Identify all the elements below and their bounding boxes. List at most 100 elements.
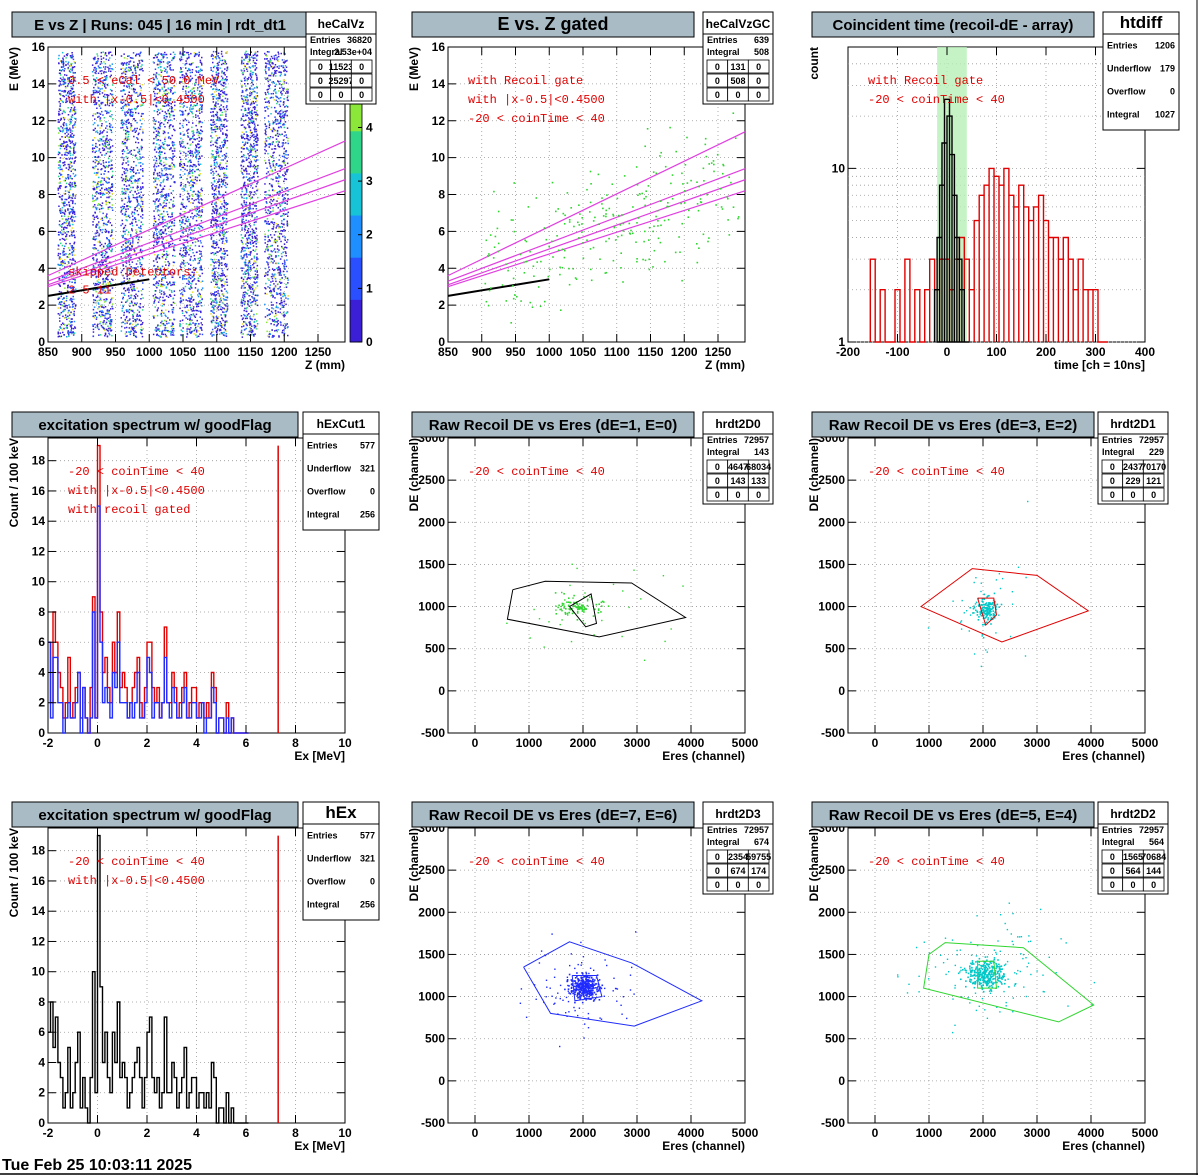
- heat-pixel: [95, 72, 97, 75]
- heat-pixel: [188, 54, 190, 56]
- heat-pixel: [139, 119, 142, 122]
- heat-pixel: [157, 80, 160, 82]
- heat-pixel: [187, 96, 190, 98]
- heat-pixel: [188, 283, 190, 285]
- heat-pixel: [108, 302, 111, 304]
- heat-pixel: [66, 126, 68, 129]
- heat-pixel: [124, 212, 126, 214]
- heat-pixel: [98, 283, 100, 286]
- heat-pixel: [124, 79, 127, 82]
- heat-pixel: [166, 223, 169, 225]
- heat-pixel: [190, 244, 192, 247]
- heat-pixel: [186, 225, 189, 227]
- heat-pixel: [65, 299, 68, 302]
- heat-pixel: [200, 129, 202, 131]
- heat-pixel: [59, 187, 61, 190]
- heat-pixel: [154, 201, 156, 203]
- heat-pixel: [95, 184, 98, 186]
- heat-pixel: [155, 136, 157, 138]
- heat-pixel: [179, 224, 182, 226]
- heat-pixel: [69, 211, 72, 213]
- heat-pixel: [194, 259, 196, 261]
- heat-pixel: [121, 62, 124, 64]
- heat-pixel: [62, 80, 65, 83]
- heat-pixel: [161, 174, 164, 177]
- heat-pixel: [191, 330, 193, 333]
- heat-pixel: [125, 180, 127, 183]
- heat-pixel: [108, 241, 111, 243]
- heat-pixel: [70, 330, 72, 333]
- heat-pixel: [99, 267, 101, 269]
- heat-pixel: [211, 155, 213, 158]
- heat-pixel: [94, 89, 97, 92]
- heat-pixel: [135, 79, 138, 81]
- heat-pixel: [225, 214, 228, 216]
- heat-pixel: [95, 260, 98, 262]
- heat-pixel: [226, 284, 229, 286]
- heat-pixel: [197, 277, 200, 279]
- heat-pixel: [135, 76, 137, 78]
- heat-pixel: [189, 232, 192, 234]
- heat-pixel: [188, 182, 191, 184]
- heat-pixel: [104, 63, 107, 65]
- heat-pixel: [164, 293, 166, 295]
- heat-pixel: [169, 66, 171, 69]
- heat-pixel: [107, 188, 110, 191]
- heat-pixel: [62, 101, 64, 103]
- heat-pixel: [67, 168, 70, 171]
- heat-pixel: [169, 216, 172, 218]
- heat-pixel: [66, 143, 69, 146]
- heat-pixel: [96, 258, 98, 260]
- heat-pixel: [213, 56, 216, 58]
- heat-pixel: [125, 215, 127, 218]
- heat-pixel: [64, 190, 67, 192]
- heat-pixel: [179, 212, 181, 215]
- heat-pixel: [99, 271, 101, 273]
- heat-pixel: [163, 161, 165, 164]
- heat-pixel: [63, 83, 66, 85]
- heat-pixel: [68, 249, 71, 251]
- heat-pixel: [129, 200, 131, 203]
- heat-pixel: [223, 79, 225, 81]
- heat-pixel: [189, 164, 192, 167]
- heat-pixel: [67, 330, 69, 332]
- heat-pixel: [164, 174, 167, 176]
- heat-pixel: [92, 188, 95, 191]
- heat-pixel: [107, 312, 110, 315]
- heat-pixel: [173, 261, 176, 264]
- heat-pixel: [73, 230, 75, 232]
- heat-pixel: [71, 57, 73, 59]
- heat-pixel: [154, 253, 156, 256]
- heat-pixel: [161, 333, 163, 335]
- heat-pixel: [59, 113, 61, 116]
- heat-pixel: [71, 102, 73, 105]
- heat-pixel: [100, 251, 103, 253]
- heat-pixel: [132, 314, 134, 316]
- heat-pixel: [133, 61, 135, 63]
- heat-pixel: [126, 219, 128, 222]
- heat-pixel: [120, 122, 123, 124]
- heat-pixel: [70, 216, 73, 218]
- heat-pixel: [129, 109, 132, 112]
- heat-pixel: [196, 305, 198, 308]
- heat-pixel: [139, 128, 141, 131]
- heat-pixel: [137, 180, 140, 182]
- heat-pixel: [65, 253, 67, 255]
- heat-pixel: [198, 143, 200, 146]
- heat-pixel: [106, 312, 108, 315]
- heat-pixel: [217, 77, 219, 79]
- heat-pixel: [121, 173, 124, 176]
- heat-pixel: [132, 194, 134, 196]
- heat-pixel: [181, 71, 183, 73]
- heat-pixel: [107, 244, 109, 246]
- heat-pixel: [190, 104, 192, 106]
- heat-pixel: [71, 92, 74, 94]
- heat-pixel: [63, 147, 66, 150]
- heat-pixel: [156, 232, 158, 235]
- heat-pixel: [197, 325, 199, 327]
- heat-pixel: [93, 122, 96, 124]
- heat-pixel: [185, 72, 187, 75]
- heat-pixel: [195, 183, 197, 185]
- heat-pixel: [67, 174, 69, 176]
- heat-pixel: [218, 264, 220, 266]
